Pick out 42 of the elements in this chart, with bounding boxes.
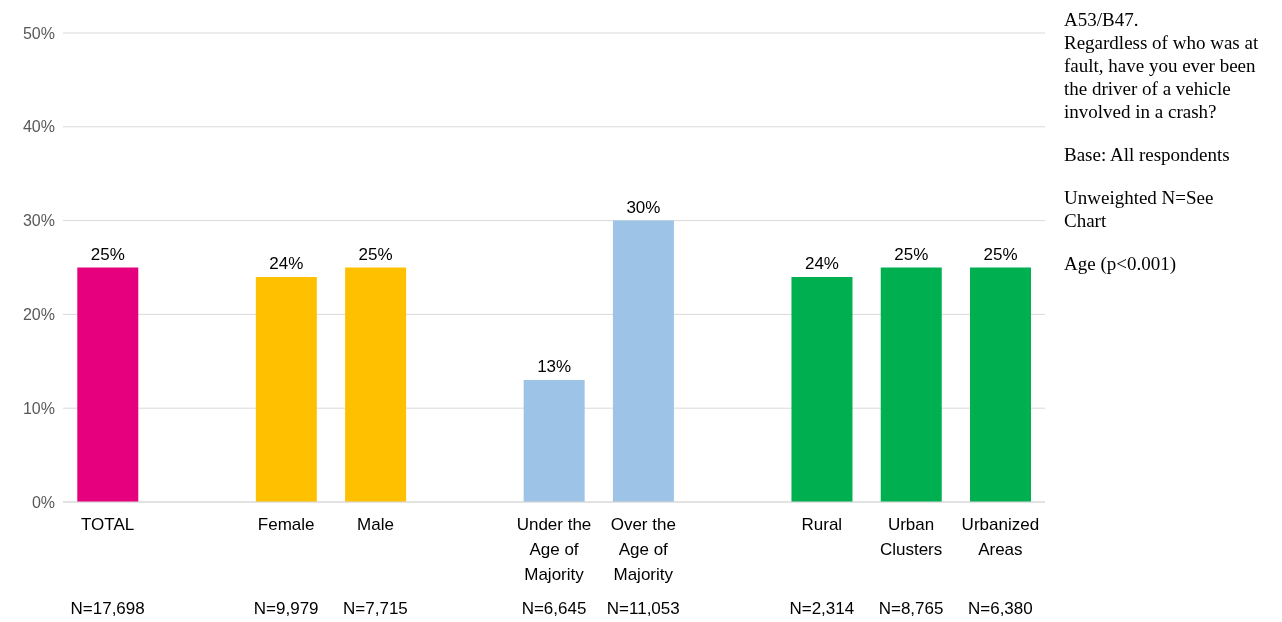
data-label: 24% xyxy=(804,253,839,273)
text: Unweighted N=See Chart xyxy=(1064,186,1215,232)
text: N=8,765 xyxy=(878,599,944,618)
text: N=9,979 xyxy=(253,599,319,618)
data-label: 25% xyxy=(894,244,929,264)
bar xyxy=(255,276,317,502)
bar xyxy=(523,380,585,502)
data-label: 24% xyxy=(269,253,304,273)
bar xyxy=(970,267,1032,502)
data-label: 25% xyxy=(90,244,125,264)
text: N=6,645 xyxy=(521,599,587,618)
x-tick-label: Urban Clusters xyxy=(879,515,943,559)
data-label: 13% xyxy=(537,357,572,377)
x-tick-label: Urbanized Areas xyxy=(961,515,1040,559)
x-tick-label: Male xyxy=(357,515,394,534)
y-tick-label: 10% xyxy=(22,399,55,417)
bar xyxy=(880,267,942,502)
data-label: 30% xyxy=(626,197,661,217)
text: N=17,698 xyxy=(70,599,145,618)
y-tick-label: 30% xyxy=(22,212,55,230)
bar xyxy=(791,276,853,502)
text: Age (p<0.001) xyxy=(1064,252,1178,275)
x-tick-label: Under the Age of Majority xyxy=(516,515,592,584)
x-tick-label: Over the Age of Majority xyxy=(610,515,676,584)
text: N=11,053 xyxy=(606,599,680,618)
x-tick-label: Female xyxy=(257,515,315,534)
y-tick-label: 40% xyxy=(22,118,55,136)
y-tick-label: 20% xyxy=(22,306,55,324)
x-tick-label: Rural xyxy=(801,515,843,534)
text: N=2,314 xyxy=(789,599,855,618)
x-tick-label: TOTAL xyxy=(81,515,135,534)
y-tick-label: 0% xyxy=(31,493,55,511)
bar xyxy=(612,220,674,502)
text: N=6,380 xyxy=(967,599,1033,618)
text: Base: All respondents xyxy=(1064,143,1231,166)
data-label: 25% xyxy=(358,244,393,264)
bar xyxy=(345,267,407,502)
data-label: 25% xyxy=(983,244,1018,264)
text: A53/B47. Regardless of who was at fault, have you ever been the driver of a vehicle involved in a crash? xyxy=(1064,8,1260,123)
bar xyxy=(77,267,139,502)
y-tick-label: 50% xyxy=(22,24,55,42)
text: N=7,715 xyxy=(343,599,408,618)
